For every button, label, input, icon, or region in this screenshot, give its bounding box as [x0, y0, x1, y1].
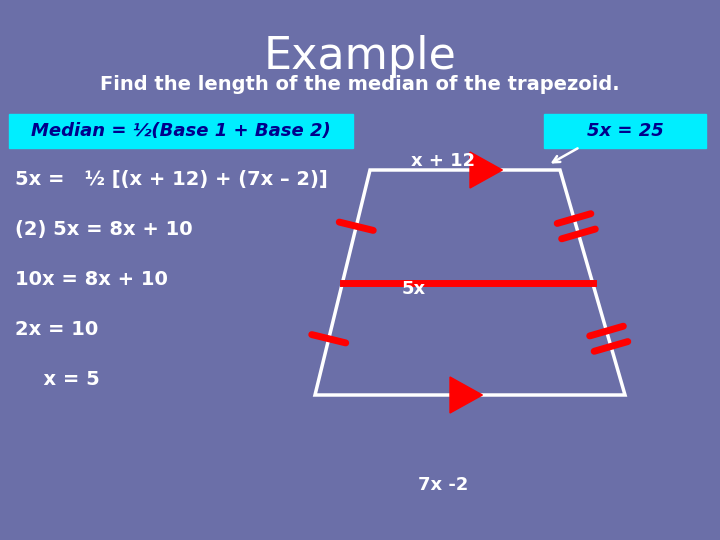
Text: (2) 5x = 8x + 10: (2) 5x = 8x + 10 [15, 220, 193, 239]
Text: 5x = 25: 5x = 25 [587, 122, 663, 140]
Text: 5x: 5x [402, 280, 426, 298]
Polygon shape [450, 377, 482, 413]
Text: x = 5: x = 5 [30, 370, 100, 389]
Text: 5x =   ½ [(x + 12) + (7x – 2)]: 5x = ½ [(x + 12) + (7x – 2)] [15, 170, 328, 189]
Text: Median = ½(Base 1 + Base 2): Median = ½(Base 1 + Base 2) [31, 122, 331, 140]
Text: 10x = 8x + 10: 10x = 8x + 10 [15, 270, 168, 289]
Text: 7x -2: 7x -2 [418, 476, 468, 494]
Text: x + 12: x + 12 [410, 152, 475, 170]
Text: Find the length of the median of the trapezoid.: Find the length of the median of the tra… [100, 75, 620, 94]
FancyBboxPatch shape [9, 114, 353, 148]
Text: 2x = 10: 2x = 10 [15, 320, 98, 339]
Polygon shape [470, 152, 503, 188]
Text: Example: Example [264, 35, 456, 78]
FancyBboxPatch shape [544, 114, 706, 148]
